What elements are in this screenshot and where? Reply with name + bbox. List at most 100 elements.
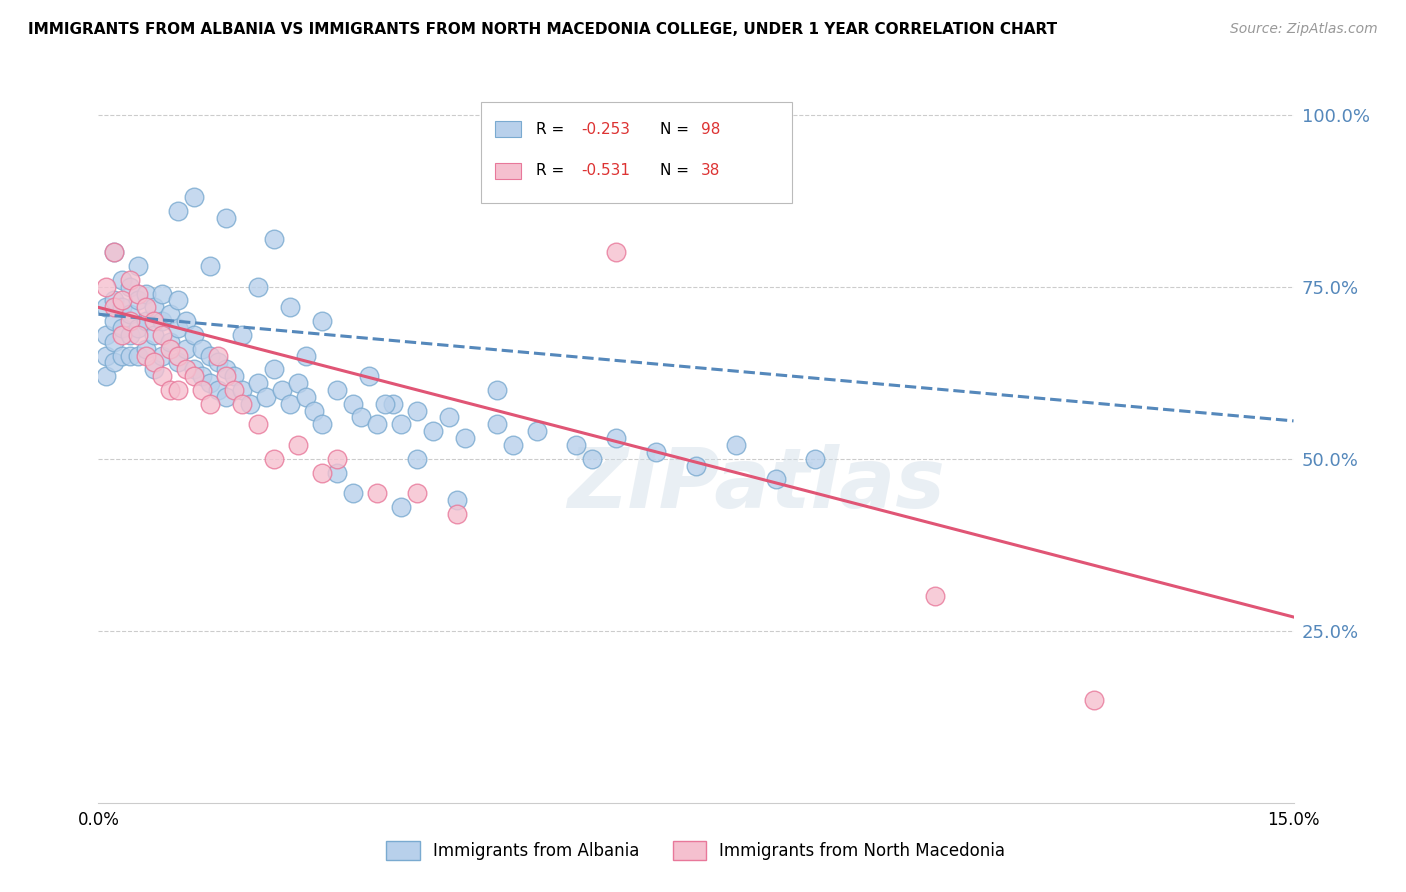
Point xyxy=(326,466,349,480)
Point xyxy=(120,279,142,293)
Point xyxy=(311,466,333,480)
Point xyxy=(111,293,134,308)
Point xyxy=(287,376,309,390)
Point xyxy=(135,342,157,356)
Point xyxy=(215,362,238,376)
Point xyxy=(143,327,166,342)
Point xyxy=(96,349,118,363)
Point xyxy=(103,301,125,315)
Point xyxy=(294,349,316,363)
Point xyxy=(526,424,548,438)
Point xyxy=(231,383,253,397)
Point xyxy=(143,314,166,328)
Point xyxy=(183,369,205,384)
Point xyxy=(294,390,316,404)
Point xyxy=(111,327,134,342)
Point xyxy=(207,355,229,369)
Point xyxy=(120,349,142,363)
Point xyxy=(382,397,405,411)
Point xyxy=(135,314,157,328)
Point xyxy=(502,438,524,452)
Text: R =: R = xyxy=(536,163,569,178)
Text: N =: N = xyxy=(661,163,695,178)
Point xyxy=(191,383,214,397)
Point xyxy=(159,342,181,356)
Point xyxy=(350,410,373,425)
Point xyxy=(143,355,166,369)
Legend: Immigrants from Albania, Immigrants from North Macedonia: Immigrants from Albania, Immigrants from… xyxy=(380,834,1012,867)
Point xyxy=(96,327,118,342)
Point xyxy=(215,211,238,225)
Text: -0.253: -0.253 xyxy=(581,122,630,136)
Point xyxy=(231,327,253,342)
Point xyxy=(215,369,238,384)
Point xyxy=(96,369,118,384)
Point xyxy=(127,321,149,335)
Point xyxy=(174,342,197,356)
Point xyxy=(174,314,197,328)
Point xyxy=(103,314,125,328)
Point xyxy=(215,390,238,404)
Point xyxy=(159,383,181,397)
Point xyxy=(342,486,364,500)
Point xyxy=(485,383,508,397)
Point xyxy=(605,245,627,260)
Point xyxy=(389,417,412,432)
Point xyxy=(159,307,181,321)
Text: Source: ZipAtlas.com: Source: ZipAtlas.com xyxy=(1230,22,1378,37)
Point xyxy=(103,245,125,260)
Point xyxy=(120,273,142,287)
Point xyxy=(222,383,245,397)
Point xyxy=(159,334,181,349)
Point xyxy=(167,349,190,363)
Point xyxy=(406,451,429,466)
Point xyxy=(287,438,309,452)
Point xyxy=(254,390,277,404)
Point xyxy=(302,403,325,417)
Point xyxy=(246,376,269,390)
Point xyxy=(389,500,412,514)
Point xyxy=(263,231,285,245)
Text: -0.531: -0.531 xyxy=(581,163,630,178)
Point xyxy=(143,301,166,315)
Point xyxy=(246,279,269,293)
Point xyxy=(103,245,125,260)
Point xyxy=(437,410,460,425)
Point xyxy=(127,293,149,308)
Point xyxy=(485,417,508,432)
Point xyxy=(270,383,292,397)
Text: ZIPatlas: ZIPatlas xyxy=(567,444,945,525)
Point xyxy=(422,424,444,438)
Point xyxy=(311,417,333,432)
Point xyxy=(366,417,388,432)
Point xyxy=(120,327,142,342)
Point xyxy=(263,451,285,466)
Point xyxy=(207,383,229,397)
Point xyxy=(103,293,125,308)
Point xyxy=(406,486,429,500)
Point xyxy=(111,349,134,363)
Point xyxy=(103,334,125,349)
Point xyxy=(167,321,190,335)
Point xyxy=(198,259,221,273)
Point xyxy=(127,286,149,301)
Point xyxy=(120,307,142,321)
Point xyxy=(765,472,787,486)
Bar xyxy=(495,162,522,178)
Text: N =: N = xyxy=(661,122,695,136)
Point xyxy=(239,397,262,411)
Point xyxy=(1083,692,1105,706)
Point xyxy=(150,349,173,363)
Point xyxy=(103,355,125,369)
Point xyxy=(111,321,134,335)
Point xyxy=(565,438,588,452)
Point xyxy=(183,327,205,342)
Point xyxy=(167,355,190,369)
Point xyxy=(454,431,477,445)
Point xyxy=(207,349,229,363)
Text: 98: 98 xyxy=(700,122,720,136)
Text: IMMIGRANTS FROM ALBANIA VS IMMIGRANTS FROM NORTH MACEDONIA COLLEGE, UNDER 1 YEAR: IMMIGRANTS FROM ALBANIA VS IMMIGRANTS FR… xyxy=(28,22,1057,37)
Point xyxy=(96,279,118,293)
Point xyxy=(135,349,157,363)
Point xyxy=(150,327,173,342)
